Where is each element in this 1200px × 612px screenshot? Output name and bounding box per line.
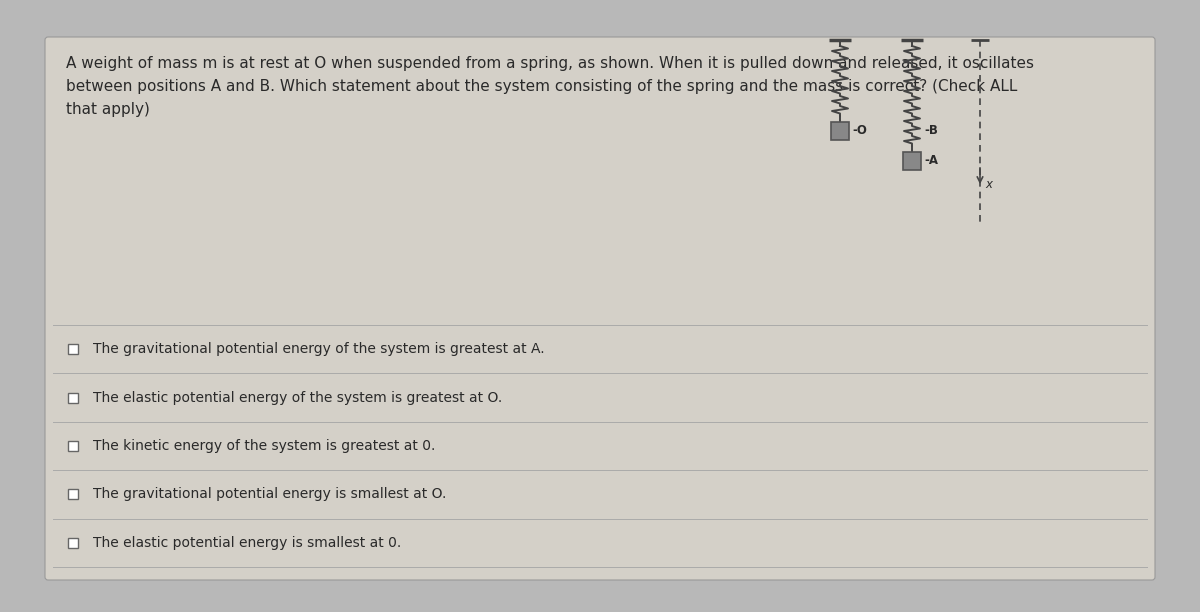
Text: The gravitational potential energy is smallest at O.: The gravitational potential energy is sm… [94, 487, 446, 501]
Text: x: x [985, 179, 992, 192]
Text: between positions A and B. Which statement about the system consisting of the sp: between positions A and B. Which stateme… [66, 79, 1018, 94]
FancyBboxPatch shape [46, 37, 1154, 580]
Bar [68, 490, 78, 499]
Text: -O: -O [852, 124, 866, 138]
Text: A weight of mass m is at rest at O when suspended from a spring, as shown. When : A weight of mass m is at rest at O when … [66, 56, 1034, 71]
Bar [830, 122, 850, 140]
Bar [68, 441, 78, 451]
Text: -B: -B [924, 124, 938, 138]
Text: The kinetic energy of the system is greatest at 0.: The kinetic energy of the system is grea… [94, 439, 436, 453]
Bar [904, 152, 922, 170]
Bar [68, 538, 78, 548]
Bar [68, 344, 78, 354]
Text: The elastic potential energy is smallest at 0.: The elastic potential energy is smallest… [94, 536, 401, 550]
Text: -A: -A [924, 154, 938, 168]
Text: The elastic potential energy of the system is greatest at O.: The elastic potential energy of the syst… [94, 390, 503, 405]
Text: The gravitational potential energy of the system is greatest at A.: The gravitational potential energy of th… [94, 342, 545, 356]
Bar [68, 393, 78, 403]
Text: that apply): that apply) [66, 102, 150, 117]
